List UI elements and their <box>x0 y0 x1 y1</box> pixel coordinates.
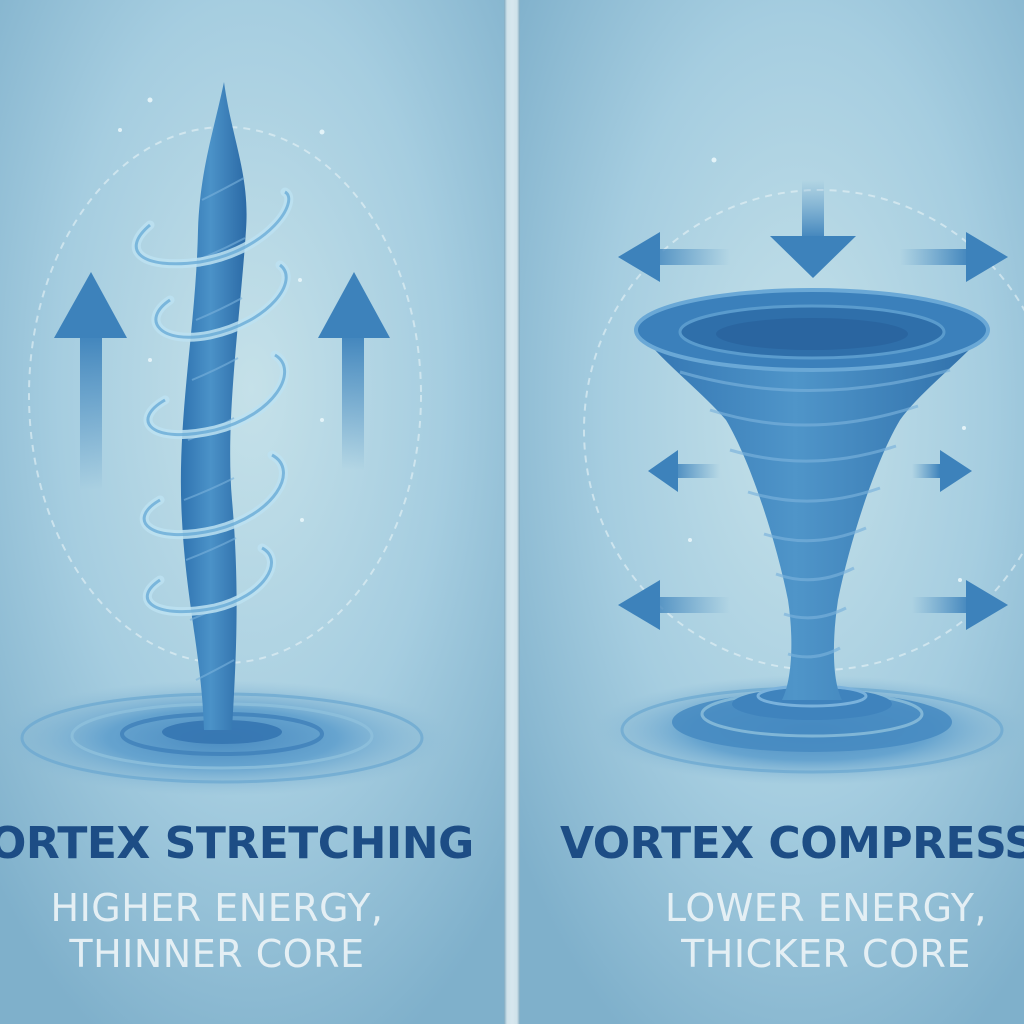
up-arrow-right <box>318 272 390 470</box>
stretching-subtitle-line1: HIGHER ENERGY, <box>50 886 384 930</box>
compression-subtitle-line1: LOWER ENERGY, <box>665 886 987 930</box>
panel-divider <box>504 0 520 1024</box>
stretching-panel: VORTEX STRETCHING HIGHER ENERGY, THINNER… <box>0 0 504 1024</box>
sparkles <box>118 97 325 522</box>
compression-artwork <box>520 0 1024 1024</box>
stretching-subtitle-line2: THINNER CORE <box>69 932 365 976</box>
compression-subtitle-line2: THICKER CORE <box>681 932 971 976</box>
outward-arrow-mid-left <box>648 450 720 492</box>
thick-vortex-funnel <box>638 330 988 700</box>
outward-arrow-low-right <box>912 580 1008 630</box>
compression-panel: VORTEX COMPRESSION LOWER ENERGY, THICKER… <box>520 0 1024 1024</box>
sparkles <box>688 157 966 582</box>
thin-vortex-column <box>180 82 247 730</box>
outward-arrow-low-left <box>618 580 730 630</box>
outward-arrow-top-right <box>900 232 1008 282</box>
stretching-artwork <box>0 0 504 1024</box>
water-ripples <box>592 675 1024 785</box>
compression-title: VORTEX COMPRESSION <box>560 818 1024 869</box>
up-arrow-left <box>54 272 127 490</box>
down-arrow <box>770 180 856 278</box>
water-ripples <box>0 680 452 796</box>
stretching-title: VORTEX STRETCHING <box>0 818 474 869</box>
outward-arrow-mid-right <box>912 450 972 492</box>
outward-arrow-top-left <box>618 232 730 282</box>
